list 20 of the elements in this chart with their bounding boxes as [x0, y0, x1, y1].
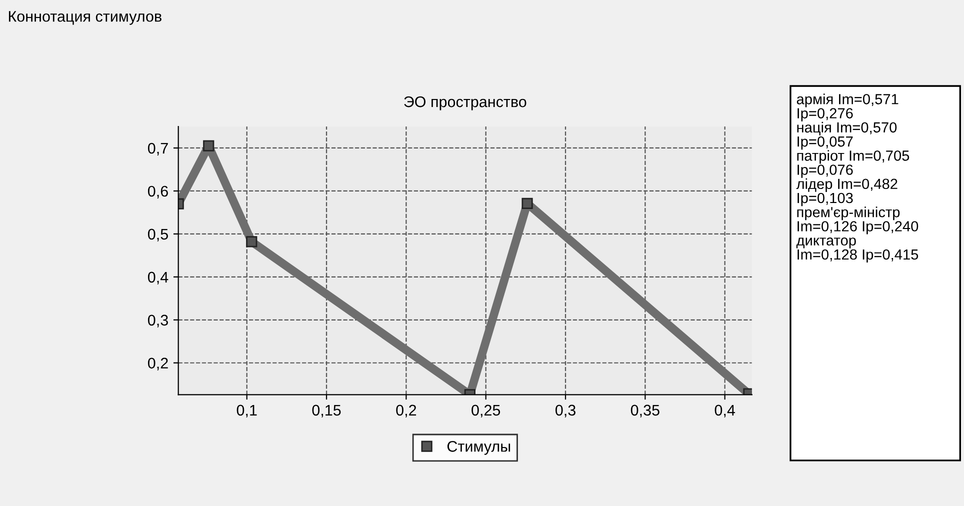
x-tick-label: 0,3 — [555, 404, 576, 418]
x-tick-label: 0,15 — [312, 404, 341, 418]
point — [522, 198, 533, 209]
chart-subtitle: ЭО пространство — [404, 96, 526, 110]
y-tick-label: 0,5 — [148, 228, 168, 242]
y-tick-label: 0,2 — [148, 358, 168, 370]
y-tick-label: 0,6 — [148, 186, 168, 198]
point — [246, 236, 258, 248]
x-tick-label: 0,2 — [396, 404, 416, 418]
y-tick-label: 0,7 — [148, 142, 168, 156]
x-tick-label: 0,25 — [472, 404, 500, 418]
x-tick-label: 0,1 — [236, 404, 257, 418]
x-tick-label: 0,4 — [714, 404, 736, 418]
y-tick-label: 0,4 — [148, 272, 168, 284]
legend-label: Стимулы — [447, 441, 510, 455]
x-tick-label: 0,35 — [630, 404, 660, 418]
text: диктатор Im=0,128 Ip=0,415 — [796, 238, 918, 263]
chart-title: Коннотация стимулов — [8, 11, 162, 25]
y-tick-label: 0,3 — [148, 314, 168, 328]
point — [203, 140, 214, 152]
